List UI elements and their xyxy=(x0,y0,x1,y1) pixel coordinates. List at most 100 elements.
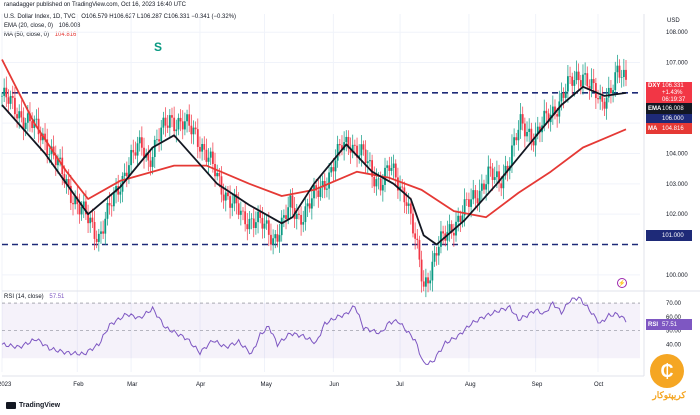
candle-body xyxy=(349,148,352,153)
candle-body xyxy=(239,210,242,215)
rsi-tick-label: 40.00 xyxy=(666,342,682,348)
rsi-tag-symbol: RSI xyxy=(648,321,659,328)
candle-body xyxy=(442,231,445,234)
ema-legend[interactable]: EMA (20, close, 0) 106.008 xyxy=(4,23,80,29)
candle-body xyxy=(278,235,281,242)
candle-body xyxy=(489,166,492,169)
symbol-title[interactable]: U.S. Dollar Index, 1D, TVC xyxy=(4,14,76,20)
candle-body xyxy=(151,156,154,167)
ohlc-values: O106.579 H106.627 L106.287 C106.331 −0.3… xyxy=(81,14,237,20)
candle-body xyxy=(35,118,38,120)
candle-body xyxy=(582,74,584,87)
candle-body xyxy=(407,203,410,206)
candle-body xyxy=(336,144,339,161)
candle-body xyxy=(405,202,408,206)
candle-body xyxy=(569,76,571,77)
price-chart[interactable]: 108.000107.000105.000104.000103.000102.0… xyxy=(0,0,700,400)
candle-body xyxy=(168,115,171,128)
rsi-legend-label: RSI (14, close) xyxy=(4,294,44,300)
candle-body xyxy=(386,165,389,168)
candle-body xyxy=(295,213,298,219)
candle-body xyxy=(588,86,591,89)
candle-body xyxy=(459,215,462,222)
candle-body xyxy=(80,206,83,215)
candle-body xyxy=(203,143,206,150)
candle-body xyxy=(222,194,225,201)
candle-body xyxy=(412,213,414,234)
candle-body xyxy=(130,149,133,166)
candle-body xyxy=(539,126,541,133)
candle-body xyxy=(592,79,595,84)
candle-body xyxy=(579,80,582,87)
candle-body xyxy=(205,149,208,162)
candle-body xyxy=(115,186,117,193)
ma-tag-value: 104.816 xyxy=(662,125,684,132)
candle-body xyxy=(614,72,617,91)
candle-body xyxy=(74,196,77,205)
ma-legend-label: MA (50, close, 0) xyxy=(4,32,50,38)
candle-body xyxy=(250,218,253,220)
events-icon[interactable]: ⚡ xyxy=(617,278,627,288)
candle-body xyxy=(265,220,268,224)
candle-body xyxy=(332,167,335,172)
candle-body xyxy=(280,217,283,236)
candle-body xyxy=(564,91,567,98)
candle-body xyxy=(452,232,455,236)
candle-body xyxy=(450,224,453,233)
candle-body xyxy=(532,140,535,146)
candle-body xyxy=(590,79,593,89)
candle-body xyxy=(403,187,406,203)
candle-body xyxy=(22,117,25,129)
time-tick-label: Jun xyxy=(329,382,339,388)
candle-body xyxy=(530,128,533,141)
candle-body xyxy=(267,220,270,235)
candle-body xyxy=(545,110,548,114)
candle-body xyxy=(429,280,432,284)
candle-body xyxy=(136,143,139,156)
candle-body xyxy=(480,183,483,191)
candle-body xyxy=(218,172,221,177)
candle-body xyxy=(188,114,191,126)
candle-body xyxy=(190,125,193,135)
candle-body xyxy=(433,253,436,262)
candle-body xyxy=(29,113,31,122)
price-tick-label: 104.000 xyxy=(666,152,688,158)
candle-body xyxy=(416,238,419,241)
candle-body xyxy=(556,114,559,117)
candle-body xyxy=(491,168,494,180)
candle-body xyxy=(485,184,488,190)
candle-body xyxy=(207,157,210,162)
rsi-legend[interactable]: RSI (14, close) 57.51 xyxy=(4,294,64,300)
candle-body xyxy=(519,114,522,130)
candle-body xyxy=(567,76,569,92)
candle-body xyxy=(46,139,49,156)
candle-body xyxy=(528,128,531,132)
level-106-tag: 106.000 xyxy=(646,113,692,124)
watermark-text: کریپتوکار xyxy=(652,390,686,400)
candle-body xyxy=(160,127,163,142)
candle-body xyxy=(231,203,234,208)
candle-body xyxy=(24,122,27,129)
candle-body xyxy=(140,137,143,148)
price-tick-label: 102.000 xyxy=(666,212,688,218)
ma-legend[interactable]: MA (50, close, 0) 104.816 xyxy=(4,32,76,38)
candle-body xyxy=(5,87,8,98)
candle-body xyxy=(526,131,528,137)
candle-body xyxy=(513,137,516,146)
candle-body xyxy=(171,115,173,118)
candle-body xyxy=(418,240,421,260)
candle-body xyxy=(164,117,167,126)
tradingview-logo-icon xyxy=(6,402,16,409)
candle-body xyxy=(173,117,176,132)
candle-body xyxy=(276,234,279,242)
candle-body xyxy=(108,202,111,206)
candle-body xyxy=(543,110,546,126)
rsi-tick-label: 60.00 xyxy=(666,315,682,321)
ema20-line xyxy=(1,85,627,246)
candle-body xyxy=(26,113,29,123)
candle-body xyxy=(93,222,96,239)
candle-body xyxy=(586,73,589,87)
candle-body xyxy=(338,144,341,146)
candle-body xyxy=(192,127,195,135)
candle-body xyxy=(16,114,18,119)
